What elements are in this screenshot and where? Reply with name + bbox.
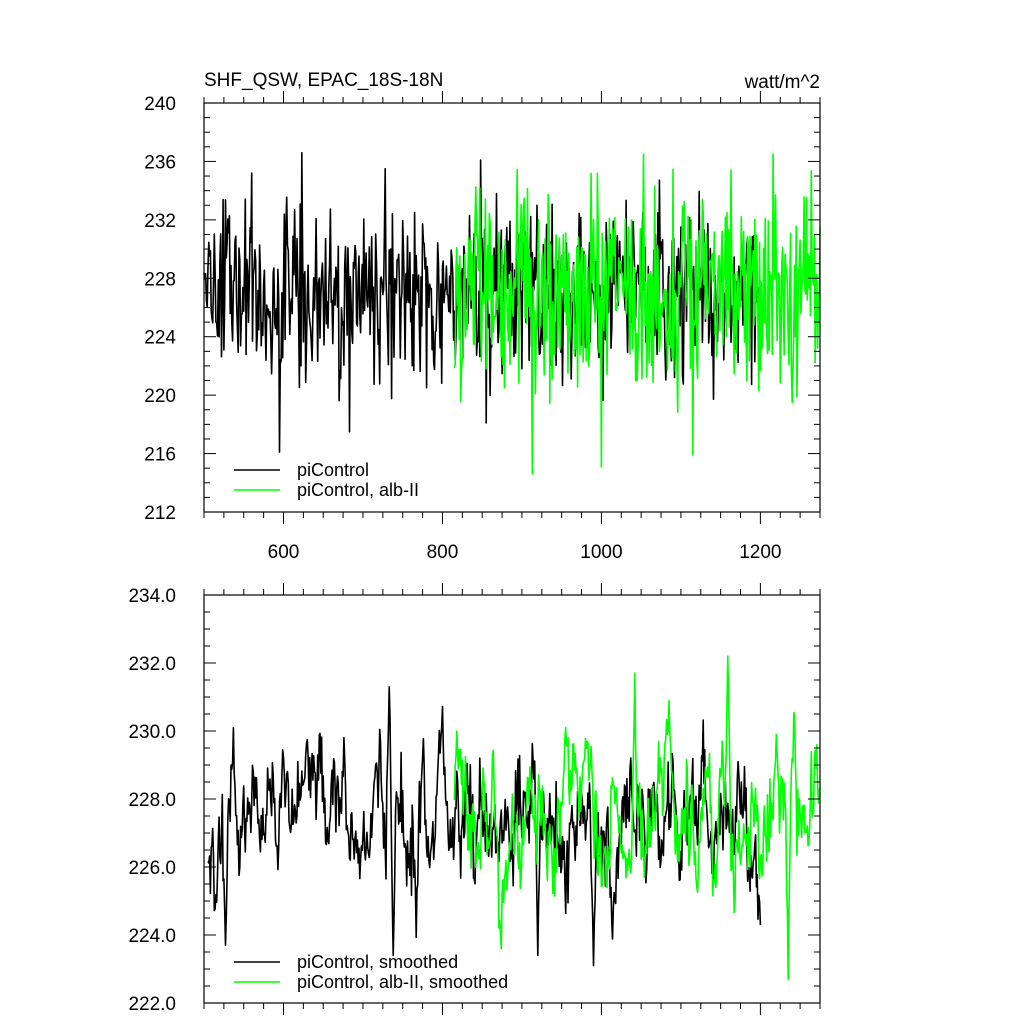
series-line-picontrol-smoothed bbox=[207, 686, 762, 967]
legend-bottom: piControl, smoothed piControl, alb-II, s… bbox=[234, 952, 508, 992]
y-tick-label: 228.0 bbox=[128, 790, 176, 811]
y-tick-label: 222.0 bbox=[128, 994, 176, 1015]
y-tick-label: 212 bbox=[144, 503, 176, 524]
y-tick-label: 232.0 bbox=[128, 654, 176, 675]
legend-label-alb-smoothed: piControl, alb-II, smoothed bbox=[297, 972, 508, 992]
units-label: watt/m^2 bbox=[744, 72, 820, 93]
series-line-picontrol-alb-ii-smoothed bbox=[453, 655, 821, 980]
y-tick-label: 234.0 bbox=[128, 586, 176, 607]
chart-title: SHF_QSW, EPAC_18S-18N bbox=[204, 70, 443, 91]
y-tick-label: 236 bbox=[144, 152, 176, 173]
legend-top: piControl piControl, alb-II bbox=[234, 460, 419, 500]
y-tick-label: 220 bbox=[144, 386, 176, 407]
legend-label-picontrol-alb: piControl, alb-II bbox=[297, 480, 419, 500]
y-tick-label: 224 bbox=[144, 328, 176, 349]
panel-top: SHF_QSW, EPAC_18S-18N watt/m^2 600 800 100… bbox=[144, 70, 821, 563]
x-tick-label: 1200 bbox=[739, 542, 781, 563]
axis-ticks-top: 600 800 1000 1200 212 216 220 224 228 232 236 240 bbox=[144, 91, 821, 563]
legend-label-smoothed: piControl, smoothed bbox=[297, 952, 458, 972]
x-tick-label: 1000 bbox=[580, 542, 622, 563]
x-tick-label: 600 bbox=[268, 542, 300, 563]
series-line-picontrol bbox=[203, 151, 762, 453]
panel-bottom: 222.0 224.0 226.0 228.0 230.0 232.0 234.0 piCo… bbox=[128, 583, 821, 1015]
y-tick-label: 230.0 bbox=[128, 722, 176, 743]
y-tick-label: 226.0 bbox=[128, 858, 176, 879]
axis-ticks-bottom: 222.0 224.0 226.0 228.0 230.0 232.0 234.0 bbox=[128, 583, 821, 1015]
plot-area-top bbox=[203, 151, 821, 475]
y-tick-label: 228 bbox=[144, 269, 176, 290]
plot-area-bottom bbox=[207, 655, 821, 980]
y-tick-label: 232 bbox=[144, 211, 176, 232]
series-line-picontrol-alb-ii bbox=[453, 153, 821, 475]
legend-label-picontrol: piControl bbox=[297, 460, 369, 480]
y-tick-label: 216 bbox=[144, 445, 176, 466]
y-tick-label: 240 bbox=[144, 94, 176, 115]
x-tick-label: 800 bbox=[427, 542, 459, 563]
y-tick-label: 224.0 bbox=[128, 926, 176, 947]
